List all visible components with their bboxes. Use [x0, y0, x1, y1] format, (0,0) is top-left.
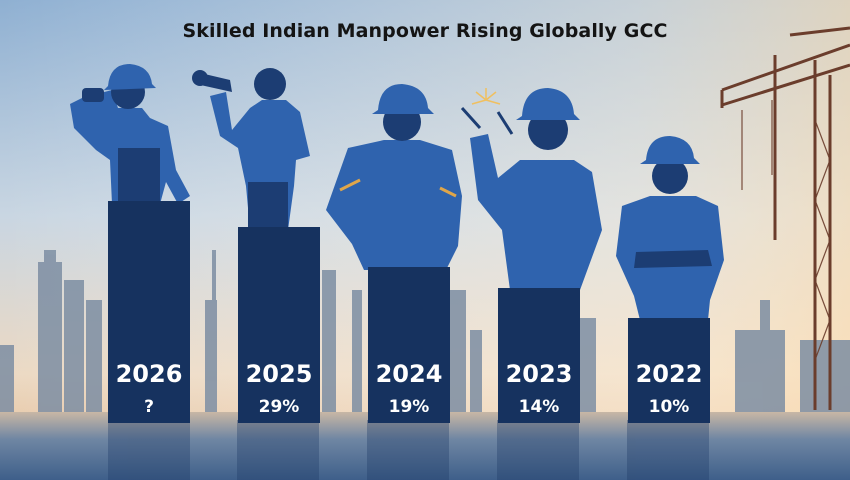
value-label: 19% [389, 397, 430, 417]
worker-silhouette-icon [460, 88, 602, 290]
worker-silhouette-icon [326, 84, 462, 270]
value-label: 10% [649, 397, 690, 417]
chart-title: Skilled Indian Manpower Rising Globally … [182, 20, 668, 42]
category-label: 2024 [376, 360, 443, 388]
bar-2022 [628, 318, 710, 423]
bar-2025 [238, 227, 320, 423]
category-label: 2023 [506, 360, 573, 388]
hard-hat-icon [516, 88, 580, 120]
hard-hat-icon [372, 84, 434, 114]
hard-hat-icon [104, 64, 156, 90]
value-label: ? [144, 397, 154, 417]
bar-2026 [108, 201, 190, 423]
value-label: 29% [259, 397, 300, 417]
worker-silhouettes [70, 64, 724, 320]
category-label: 2022 [636, 360, 703, 388]
hard-hat-icon [640, 136, 700, 164]
category-label: 2025 [246, 360, 313, 388]
welding-spark-icon [471, 88, 501, 105]
value-label: 14% [519, 397, 560, 417]
crane-icon [720, 26, 850, 410]
city-skyline [0, 250, 850, 415]
worker-silhouette-icon [70, 64, 190, 204]
worker-silhouette-icon [192, 68, 310, 230]
bars: 2026? 2025 29% 2024 19% 2023 14% 2022 10% [108, 201, 710, 423]
category-label: 2026 [116, 360, 183, 388]
bar-2023 [498, 288, 580, 423]
bar-2024 [368, 267, 450, 423]
worker-silhouette-icon [616, 136, 724, 320]
